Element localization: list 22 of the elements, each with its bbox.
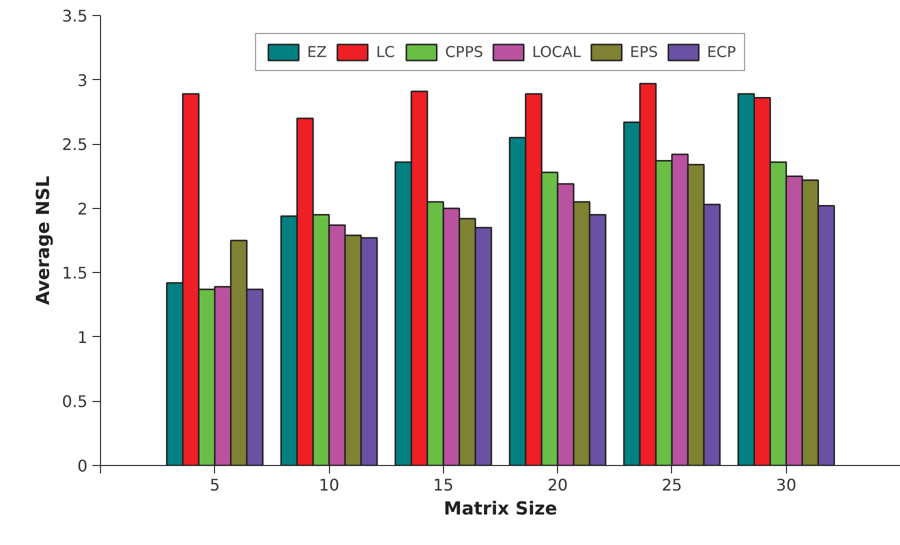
y-axis-title: Average NSL [33, 176, 54, 306]
y-tick-label: 0 [77, 456, 88, 476]
y-tick-label: 2.5 [62, 135, 88, 154]
x-tick-label: 30 [776, 476, 796, 494]
legend-label: ECP [706, 43, 736, 61]
x-tick-label: 5 [210, 476, 220, 494]
y-tick-label: 1.5 [62, 264, 88, 283]
legend-label: EPS [630, 43, 658, 61]
legend-label: LOCAL [532, 43, 581, 61]
x-tick-label: 15 [433, 476, 454, 494]
legend-label: CPPS [445, 43, 484, 61]
y-tick-label: 2 [77, 199, 88, 218]
legend-label: EZ [307, 43, 328, 61]
y-tick-label: 0.5 [62, 392, 88, 412]
x-tick-label: 10 [318, 476, 340, 494]
x-tick-label: 25 [662, 476, 682, 494]
y-tick-label: 3.5 [62, 6, 88, 26]
x-tick-label: 20 [547, 476, 568, 494]
x-axis-title: Matrix Size [444, 498, 558, 520]
y-tick-label: 3 [77, 70, 88, 90]
legend-label: LC [376, 43, 396, 61]
y-tick-label: 1 [77, 328, 88, 347]
